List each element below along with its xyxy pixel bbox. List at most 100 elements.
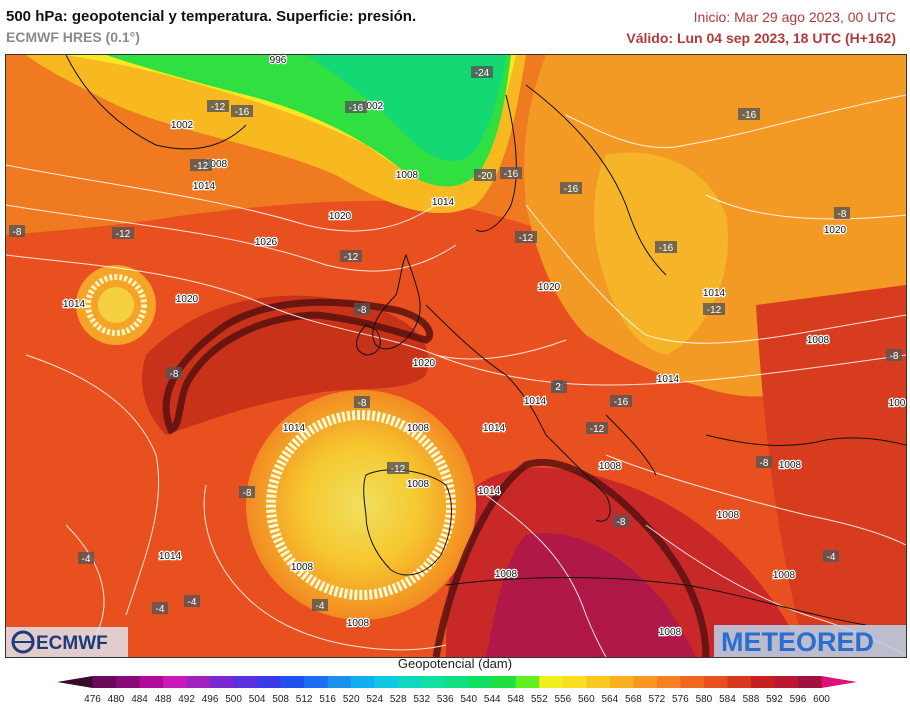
temperature-label: -8 [358,305,367,316]
pressure-label: 1008 [291,562,314,573]
pressure-label: 1014 [63,299,86,310]
temperature-label: -4 [188,597,197,608]
pressure-label: 1008 [347,618,370,629]
east-red [756,285,906,657]
colorbar-swatch [186,676,211,688]
ecmwf-logo-text: ECMWF [36,633,108,654]
temperature-label: -8 [13,227,22,238]
pressure-label: 1020 [329,211,352,222]
colorbar-swatch [774,676,799,688]
coastlines [65,55,906,626]
colorbar-swatch [421,676,446,688]
colorbar-tick-label: 580 [696,694,713,705]
colorbar-swatch [398,676,423,688]
temperature-label-bg [655,241,677,253]
temperature-label: -12 [344,252,359,263]
temperature-label: -12 [116,229,131,240]
valid-time: Válido: Lun 04 sep 2023, 18 UTC (H+162) [626,30,896,46]
temperature-label: -20 [478,171,493,182]
colorbar-swatch [609,676,634,688]
temperature-label-bg [586,422,608,434]
ridge-core [486,533,696,657]
temperature-label: -8 [170,369,179,380]
temperature-label: -16 [349,103,364,114]
temperature-label: -12 [707,305,722,316]
pressure-label: 1014 [432,197,455,208]
pressure-label: 1008 [773,570,796,581]
temperature-label-bg [345,101,367,113]
pressure-label: 1008 [599,461,622,472]
temperature-label-bg [231,105,253,117]
temperature-label-bg [834,207,850,219]
west-low-core [98,287,134,323]
colorbar-swatch [703,676,728,688]
temperature-label: -8 [838,209,847,220]
jet-contour-north [162,298,434,435]
colorbar-swatch [586,676,611,688]
temperature-label-bg [756,456,772,468]
map-title: 500 hPa: geopotencial y temperatura. Sup… [6,8,417,25]
colorbar-swatch [57,676,93,688]
colorbar-swatch [633,676,658,688]
colorbar-tick-label: 516 [319,694,336,705]
colorbar-tick-label: 480 [108,694,125,705]
temperature-label-bg [312,599,328,611]
temperature-label: -8 [617,517,626,528]
colorbar-swatch [515,676,540,688]
colorbar-tick-label: 560 [578,694,595,705]
temperature-label: -16 [235,107,250,118]
colorbar-swatch [492,676,517,688]
pressure-label: 1026 [255,237,278,248]
temperature-label-bg [387,462,409,474]
colorbar-swatch [163,676,188,688]
temperature-label-bg [239,486,255,498]
temperature-label: -4 [82,554,91,565]
temperature-label: 2 [555,382,561,393]
pressure-label: 1008 [495,569,518,580]
temperature-label: -16 [504,169,519,180]
colorbar-tick-label: 576 [672,694,689,705]
temperature-label: -12 [519,233,534,244]
pressure-label: 100 [889,398,906,409]
colorbar-swatch [139,676,164,688]
colorbar-swatch [445,676,470,688]
temperature-label-bg [207,100,229,112]
colorbar-swatch [656,676,681,688]
temperature-label-bg [166,367,182,379]
colorbar-swatch [92,676,117,688]
colorbar-tick-label: 524 [366,694,383,705]
pressure-label: 1014 [657,374,680,385]
colorbar-swatch [562,676,587,688]
pressure-label: 1008 [779,460,802,471]
colorbar-swatch [210,676,235,688]
colorbar-swatch [116,676,141,688]
temperature-label: -16 [742,110,757,121]
temperature-label-bg [474,169,496,181]
cutoff-low [246,390,476,620]
temperature-label: -24 [475,68,490,79]
jet-contour-south [432,458,710,657]
init-time: Inicio: Mar 29 ago 2023, 00 UTC [693,9,896,25]
colorbar-tick-label: 548 [507,694,524,705]
temperature-label-bg [78,552,94,564]
temperature-label-bg [354,396,370,408]
temperature-label: -12 [211,102,226,113]
pressure-label: 1020 [413,358,436,369]
pressure-label: 1014 [524,396,547,407]
pressure-label: 1008 [807,335,830,346]
colorbar: 476 480 484 488 492 496 500 504 508 512 516 520 524 5… [57,676,857,705]
temperature-labels: -24-12 -16 -16-12-20 -16-16-16-12 -12-12-16-… [9,66,902,615]
pressure-label: 1014 [193,181,216,192]
central-yellow [594,152,728,355]
colorbar-tick-label: 488 [155,694,172,705]
colorbar-tick-label: 484 [131,694,148,705]
colorbar-tick-label: 504 [249,694,266,705]
temperature-label-bg [613,515,629,527]
colorbar-swatch [233,676,258,688]
temperature-label-bg [886,349,902,361]
temperature-label: -16 [614,397,629,408]
pressure-label: 1014 [283,423,306,434]
temperature-label-bg [152,602,168,614]
